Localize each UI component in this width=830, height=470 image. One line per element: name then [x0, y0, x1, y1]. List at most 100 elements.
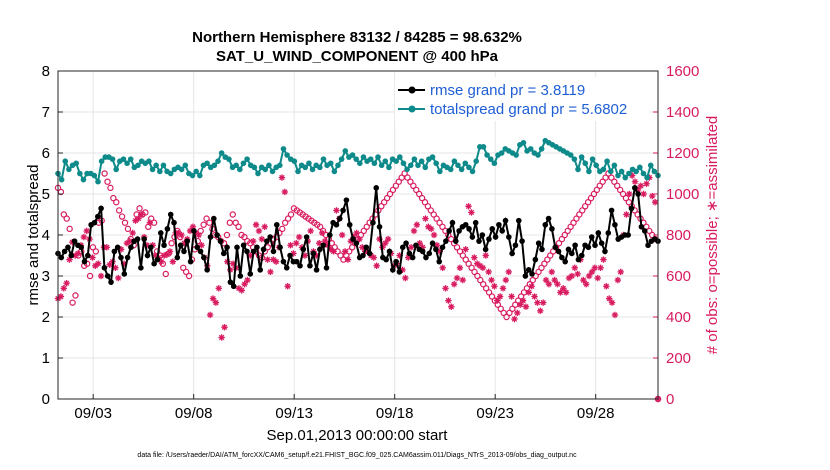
obs-possible-point [430, 211, 437, 218]
obs-possible-point [544, 256, 551, 263]
obs-assimilated-point [491, 283, 498, 290]
obs-assimilated-point [74, 250, 82, 257]
obs-assimilated-point [241, 281, 248, 288]
spread-point [582, 160, 589, 167]
obs-assimilated-point [479, 264, 487, 271]
obs-possible-point [465, 260, 472, 267]
obs-assimilated-point [459, 276, 466, 284]
y-right-tick-label: 1400 [666, 104, 699, 121]
obs-assimilated-point [353, 229, 360, 237]
obs-possible-point [485, 289, 493, 296]
spread-point [538, 146, 545, 152]
y-right-tick-label: 1000 [666, 186, 699, 203]
obs-assimilated-point [284, 283, 291, 290]
obs-assimilated-point [106, 261, 113, 268]
rmse-point [201, 254, 207, 261]
y-right-tick-label: 0 [666, 391, 674, 408]
obs-assimilated-point [344, 256, 352, 263]
spread-point [327, 160, 334, 167]
footnote: data file: /Users/raeder/DAI/ATM_forcXX/… [137, 452, 577, 459]
obs-possible-point [392, 182, 400, 189]
obs-assimilated-point [293, 240, 300, 247]
rmse-point [396, 269, 403, 275]
obs-assimilated-point [626, 190, 633, 198]
spread-point [415, 162, 421, 169]
spread-point [218, 150, 225, 156]
legend-spread-label: totalspread grand pr = 5.6802 [430, 101, 627, 118]
obs-assimilated-point [640, 190, 647, 198]
spread-point [317, 164, 323, 171]
plot-frame [57, 70, 659, 400]
rmse-point [645, 242, 651, 249]
obs-assimilated-point [551, 276, 558, 284]
rmse-point [277, 244, 283, 251]
rmse-point [138, 265, 144, 271]
obs-assimilated-point [608, 299, 616, 306]
obs-possible-point [488, 293, 496, 300]
obs-assimilated-point [594, 274, 601, 282]
spread-point [455, 162, 461, 169]
obs-assimilated-point [562, 289, 570, 296]
rmse-point [287, 252, 293, 259]
spread-point [98, 158, 105, 164]
y-right-tick-label: 600 [666, 268, 691, 285]
obs-assimilated-point [485, 268, 492, 276]
obs-assimilated-point [445, 297, 452, 304]
spread-point [255, 170, 261, 177]
rmse-point [204, 267, 210, 273]
y-right-tick-label: 400 [666, 309, 691, 326]
obs-assimilated-point [537, 307, 544, 315]
rmse-point [575, 256, 582, 263]
obs-possible-point [561, 231, 568, 239]
rmse-point [426, 250, 433, 257]
rmse-point [244, 248, 250, 255]
rmse-point [327, 232, 333, 238]
y-tick-label: 4 [42, 227, 50, 244]
obs-possible-point [596, 182, 603, 189]
obs-possible-point [229, 211, 236, 218]
spread-point [178, 166, 185, 173]
chart-title-line2: SAT_U_WIND_COMPONENT @ 400 hPa [216, 48, 499, 65]
spread-point [567, 152, 574, 158]
rmse-point [373, 185, 380, 191]
rmse-point [393, 258, 399, 265]
spread-point [91, 172, 98, 179]
spread-point [411, 156, 418, 162]
obs-possible-point [453, 244, 461, 251]
rmse-point [409, 254, 416, 261]
obs-assimilated-point [278, 174, 286, 181]
spread-point [309, 166, 316, 173]
obs-possible-point [287, 211, 295, 218]
spread-point [146, 158, 152, 164]
spread-point [393, 158, 399, 164]
spread-point [95, 178, 101, 185]
rmse-point [68, 252, 75, 259]
obs-assimilated-point [557, 289, 564, 296]
obs-possible-point [284, 215, 292, 222]
rmse-point [602, 248, 608, 255]
y-right-tick-label: 200 [666, 350, 691, 367]
y-axis-ticks: 0 1 2 3 4 5 6 7 8 [42, 63, 63, 408]
obs-possible-point [200, 221, 207, 228]
obs-assimilated-point [502, 276, 510, 284]
obs-assimilated-point [330, 248, 337, 255]
obs-possible-point [92, 248, 100, 255]
spread-point [269, 168, 276, 175]
obs-assimilated-point [465, 203, 472, 210]
spread-point [458, 166, 465, 173]
obs-possible-point [567, 223, 574, 230]
rmse-point [625, 232, 631, 238]
obs-assimilated-point [80, 233, 88, 241]
y-tick-label: 2 [42, 309, 50, 326]
rmse-point [608, 207, 615, 214]
rmse-point [207, 234, 214, 240]
obs-possible-point [482, 285, 490, 292]
rmse-point [439, 244, 446, 251]
obs-possible-point [395, 178, 402, 185]
x-tick-label: 09/08 [175, 405, 213, 422]
rmse-point [144, 252, 151, 259]
obs-assimilated-point [83, 227, 90, 235]
rmse-point [595, 230, 602, 236]
rmse-point [211, 215, 217, 222]
rmse-point [65, 244, 71, 251]
